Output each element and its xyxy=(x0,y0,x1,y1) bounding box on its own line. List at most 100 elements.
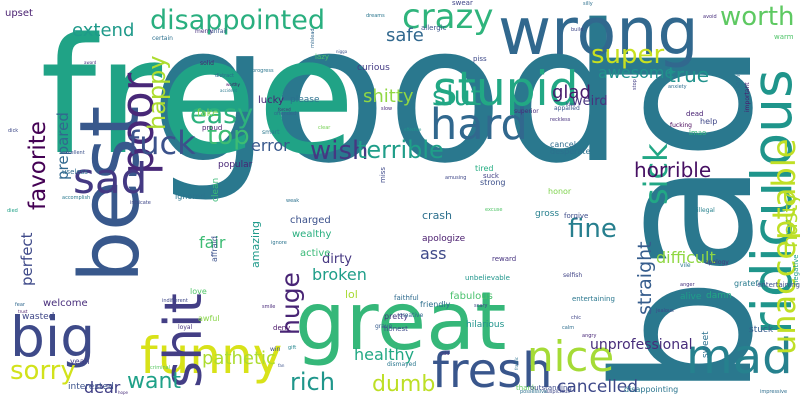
word: wasted xyxy=(22,311,55,322)
word: kiss xyxy=(566,101,576,108)
word: criminal xyxy=(150,364,171,371)
word: win xyxy=(270,346,281,354)
word: progress xyxy=(252,67,274,74)
word: fresh xyxy=(432,342,553,399)
word: entertaining xyxy=(572,295,615,304)
word: honest xyxy=(384,325,408,334)
word: build xyxy=(571,26,584,33)
word: lazy xyxy=(315,53,330,62)
word: disappointing xyxy=(624,385,679,395)
word: slut xyxy=(432,80,482,112)
word: fear xyxy=(15,301,25,308)
word: apology xyxy=(705,259,729,267)
word: broken xyxy=(312,264,367,284)
word: gross xyxy=(535,208,560,219)
word: miss xyxy=(379,166,387,183)
word: dismayed xyxy=(387,361,417,369)
word: important xyxy=(744,82,751,112)
word: accident xyxy=(220,87,238,93)
word: wealthy xyxy=(292,228,332,240)
word: trust xyxy=(18,308,28,314)
word: happy xyxy=(143,55,171,130)
word: dirty xyxy=(322,252,352,268)
word: amusing xyxy=(445,174,467,181)
word: honor xyxy=(548,187,572,197)
word: awful xyxy=(198,314,220,324)
word: damn xyxy=(706,290,732,301)
word: crazy xyxy=(402,0,494,37)
word: free xyxy=(40,2,356,190)
word: hope xyxy=(118,389,128,395)
word: extend xyxy=(72,20,135,42)
word: want xyxy=(127,368,182,394)
word: active xyxy=(300,247,331,259)
word: super xyxy=(591,39,665,70)
word: useless xyxy=(62,168,88,177)
word: silly xyxy=(583,0,593,7)
word: selfish xyxy=(563,272,583,280)
word: easy xyxy=(190,98,254,130)
word: shitty xyxy=(363,86,414,108)
word: deny xyxy=(273,324,291,333)
word: hard xyxy=(430,99,528,150)
word: ass xyxy=(420,243,447,263)
word: popular xyxy=(218,159,253,170)
word: good xyxy=(150,0,624,205)
word: dear xyxy=(84,377,121,397)
word: nasty xyxy=(778,192,800,248)
word: smile xyxy=(262,303,276,310)
word: dead xyxy=(686,110,704,119)
word: suspicious xyxy=(544,388,570,395)
word: award xyxy=(84,59,97,65)
word: dumb xyxy=(372,371,436,397)
word: creative xyxy=(399,312,424,320)
word: reward xyxy=(492,255,517,264)
word: error xyxy=(251,135,290,155)
word: calm xyxy=(562,324,575,331)
word: charged xyxy=(290,214,331,226)
word: unbelievable xyxy=(465,274,510,283)
word: terrible xyxy=(357,136,444,165)
word: scary xyxy=(474,302,488,309)
word: thank xyxy=(516,384,536,393)
word: welcome xyxy=(43,297,88,309)
word: piss xyxy=(473,55,487,64)
word: yeah xyxy=(70,357,90,367)
word: faithful xyxy=(394,294,419,303)
word: straight xyxy=(634,241,656,315)
word: fabulous xyxy=(450,290,493,302)
word: true xyxy=(668,62,710,87)
word: love xyxy=(190,287,207,297)
word: lmao xyxy=(689,129,707,138)
word: outstanding xyxy=(530,384,572,393)
word: top xyxy=(207,120,250,151)
word: wrong xyxy=(498,0,699,70)
word: frantic xyxy=(514,357,519,370)
word: cancel xyxy=(550,140,576,150)
word: rich xyxy=(290,368,335,397)
word: ignore xyxy=(271,239,287,246)
word: grateful xyxy=(734,279,766,289)
word: avoid xyxy=(703,13,717,20)
word: vile xyxy=(680,262,691,270)
word: proud xyxy=(202,124,223,133)
word: big xyxy=(10,304,96,369)
word: chic xyxy=(571,314,582,321)
word: unfair xyxy=(210,28,228,36)
word: sweet xyxy=(701,331,711,358)
word: curious xyxy=(357,62,390,73)
word: pathetic xyxy=(202,348,276,370)
word: fair xyxy=(199,232,226,252)
word: angry xyxy=(582,332,597,339)
word: distract xyxy=(215,72,234,79)
word: awesome xyxy=(598,62,675,82)
word: stupid xyxy=(433,62,579,118)
word: weird xyxy=(572,94,608,110)
word: alive xyxy=(680,291,702,302)
word: hilarious xyxy=(466,319,505,330)
word: merry xyxy=(195,28,213,36)
word: crash xyxy=(422,208,453,222)
word: smart xyxy=(262,129,280,137)
word: anger xyxy=(680,281,695,288)
